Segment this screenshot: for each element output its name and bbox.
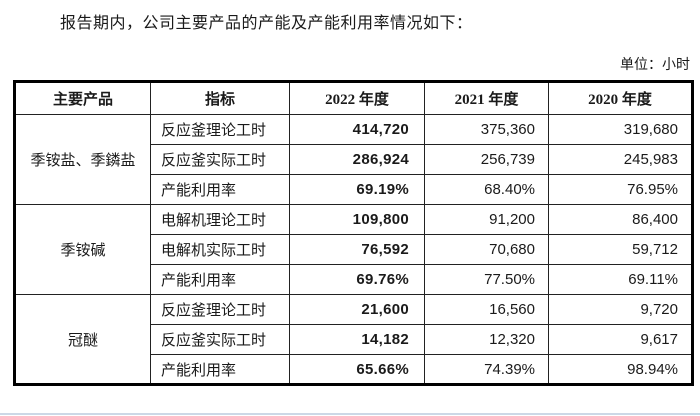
value-2022: 69.19% xyxy=(289,174,425,205)
indicator-cell: 产能利用率 xyxy=(150,354,290,385)
value-2020: 69.11% xyxy=(548,264,693,295)
value-2021: 12,320 xyxy=(424,324,549,355)
table-row: 产能利用率 69.76% 77.50% 69.11% xyxy=(15,264,693,295)
value-2021: 74.39% xyxy=(424,354,549,385)
value-2020: 98.94% xyxy=(548,354,693,385)
table-row: 产能利用率 69.19% 68.40% 76.95% xyxy=(15,174,693,205)
unit-label: 单位：小时 xyxy=(620,58,690,73)
value-2022: 286,924 xyxy=(289,144,425,175)
value-2020: 86,400 xyxy=(548,204,693,235)
product-cell: 季铵碱 xyxy=(14,204,151,295)
page-title: 报告期内，公司主要产品的产能及产能利用率情况如下： xyxy=(60,15,473,32)
value-2022: 69.76% xyxy=(289,264,425,295)
header-cell-2021: 2021 年度 xyxy=(424,81,549,115)
value-2022: 414,720 xyxy=(289,114,425,145)
indicator-cell: 产能利用率 xyxy=(150,174,290,205)
value-2022: 14,182 xyxy=(289,324,425,355)
value-2022: 21,600 xyxy=(289,294,425,325)
product-cell: 季铵盐、季鏻盐 xyxy=(14,114,151,205)
value-2020: 76.95% xyxy=(548,174,693,205)
indicator-cell: 反应釜实际工时 xyxy=(150,144,290,175)
indicator-cell: 产能利用率 xyxy=(150,264,290,295)
product-cell: 冠醚 xyxy=(14,294,151,385)
table-header-row: 主要产品 指标 2022 年度 2021 年度 2020 年度 xyxy=(14,81,693,115)
value-2021: 16,560 xyxy=(424,294,549,325)
header-cell-2020: 2020 年度 xyxy=(548,81,693,115)
indicator-cell: 反应釜理论工时 xyxy=(150,114,290,145)
indicator-cell: 反应釜理论工时 xyxy=(150,294,290,325)
header-cell-indicator: 指标 xyxy=(150,81,290,115)
value-2021: 68.40% xyxy=(424,174,549,205)
value-2020: 319,680 xyxy=(548,114,693,145)
page-bottom-divider xyxy=(0,413,700,415)
value-2021: 375,360 xyxy=(424,114,549,145)
value-2022: 65.66% xyxy=(289,354,425,385)
capacity-utilization-table: 主要产品 指标 2022 年度 2021 年度 2020 年度 季铵盐、季鏻盐 … xyxy=(13,80,694,386)
value-2020: 9,617 xyxy=(548,324,693,355)
indicator-cell: 反应釜实际工时 xyxy=(150,324,290,355)
table-row: 反应釜实际工时 14,182 12,320 9,617 xyxy=(15,324,693,355)
value-2021: 256,739 xyxy=(424,144,549,175)
indicator-cell: 电解机实际工时 xyxy=(150,234,290,265)
table-row: 反应釜实际工时 286,924 256,739 245,983 xyxy=(15,144,693,175)
value-2020: 59,712 xyxy=(548,234,693,265)
table-row: 电解机实际工时 76,592 70,680 59,712 xyxy=(15,234,693,265)
table-row: 季铵盐、季鏻盐 反应釜理论工时 414,720 375,360 319,680 xyxy=(14,114,693,205)
table-row: 产能利用率 65.66% 74.39% 98.94% xyxy=(15,354,693,385)
value-2022: 109,800 xyxy=(289,204,425,235)
header-cell-2022: 2022 年度 xyxy=(289,81,425,115)
value-2020: 9,720 xyxy=(548,294,693,325)
header-cell-product: 主要产品 xyxy=(14,81,151,115)
value-2021: 77.50% xyxy=(424,264,549,295)
value-2021: 70,680 xyxy=(424,234,549,265)
value-2022: 76,592 xyxy=(289,234,425,265)
indicator-cell: 电解机理论工时 xyxy=(150,204,290,235)
value-2021: 91,200 xyxy=(424,204,549,235)
table-row: 季铵碱 电解机理论工时 109,800 91,200 86,400 xyxy=(14,204,693,295)
value-2020: 245,983 xyxy=(548,144,693,175)
table-row: 冠醚 反应釜理论工时 21,600 16,560 9,720 xyxy=(14,294,693,385)
